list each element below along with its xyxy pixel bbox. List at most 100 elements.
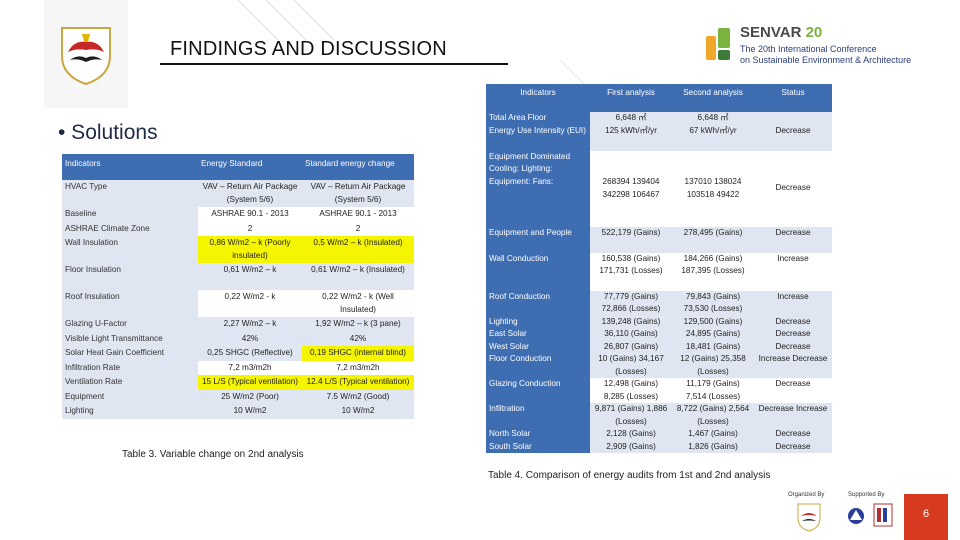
indicator-cell: Total Area Floor <box>486 112 590 125</box>
page-title: FINDINGS AND DISCUSSION <box>170 38 447 60</box>
first-cell: 9,871 (Gains) 1,886 (Losses) <box>590 403 672 428</box>
change-cell: 2 <box>355 223 361 233</box>
indicator-cell: Lighting <box>62 404 198 419</box>
second-cell: 1,826 (Gains) <box>672 440 754 453</box>
standard-cell: 0,22 W/m2 - k <box>224 292 276 301</box>
status-cell: Decrease <box>754 440 832 453</box>
table-row: Roof Insulation 0,22 W/m2 - k 0,22 W/m2 … <box>62 290 414 317</box>
indicator-cell: Baseline <box>62 207 198 222</box>
second-cell: 184,266 (Gains) 187,395 (Losses) <box>681 253 745 276</box>
table-row: Wall Conduction 160,538 (Gains) 171,731 … <box>486 252 832 291</box>
second-cell: 278,495 (Gains) <box>672 226 754 253</box>
indicator-cell: Solar Heat Gain Coefficient <box>62 346 198 361</box>
table-row: East Solar 36,110 (Gains) 24,895 (Gains)… <box>486 328 832 341</box>
senvar-brand: SENVAR 20 <box>740 24 822 41</box>
second-cell: 24,895 (Gains) <box>672 328 754 341</box>
table-row: West Solar 26,807 (Gains) 18,481 (Gains)… <box>486 340 832 353</box>
indicator-cell: Infiltration <box>486 403 590 428</box>
table-row: Infiltration Rate 7,2 m3/m2h 7,2 m3/m2h <box>62 360 414 375</box>
indicator-cell: ASHRAE Climate Zone <box>62 221 198 236</box>
second-cell: 11,179 (Gains) 7,514 (Losses) <box>685 379 741 401</box>
second-cell: 8,722 (Gains) 2,564 (Losses) <box>672 403 754 428</box>
change-cell: ASHRAE 90.1 - 2013 <box>319 209 397 218</box>
first-cell: 10 (Gains) 34,167 (Losses) <box>590 353 672 378</box>
table-row: Wall Insulation 0,86 W/m2 – k (Poorly in… <box>62 236 414 263</box>
standard-cell: 7,2 m3/m2h <box>228 362 272 372</box>
table-row: Floor Insulation 0,61 W/m2 – k 0,61 W/m2… <box>62 263 414 290</box>
change-cell: 12.4 L/S (Typical ventilation) <box>302 375 414 390</box>
status-cell: Decrease <box>754 226 832 253</box>
change-cell: 0,22 W/m2 - k (Well Insulated) <box>322 292 394 314</box>
indicator-cell: Equipment <box>62 389 198 404</box>
table-row: ASHRAE Climate Zone 2 2 <box>62 221 414 236</box>
table-row: Lighting 10 W/m2 10 W/m2 <box>62 404 414 419</box>
table-row: Equipment 25 W/m2 (Poor) 7.5 W/m2 (Good) <box>62 389 414 404</box>
indicator-cell: Floor Insulation <box>62 263 198 290</box>
table4-caption: Table 4. Comparison of energy audits fro… <box>488 470 771 481</box>
indicator-cell: Equipment Dominated Cooling: Lighting: E… <box>486 150 590 227</box>
organized-by-label: Organized By <box>788 492 825 498</box>
table-row: Solar Heat Gain Coefficient 0,25 SHGC (R… <box>62 346 414 361</box>
standard-cell: ASHRAE 90.1 - 2013 <box>211 209 289 218</box>
page-number: 6 <box>904 494 948 540</box>
indicator-cell: Roof Insulation <box>62 290 198 317</box>
standard-cell: 42% <box>198 331 302 346</box>
table-header-row: Indicators First analysis Second analysi… <box>486 84 832 112</box>
senvar-logo: SENVAR 20 The 20th International Confere… <box>704 22 934 70</box>
senvar-mark-icon <box>706 28 730 60</box>
standard-cell: 15 L/S (Typical ventilation) <box>198 375 302 390</box>
table-row: Equipment and People 522,179 (Gains) 278… <box>486 226 832 253</box>
indicator-cell: Energy Use Intensity (EUI) <box>486 124 590 151</box>
senvar-brand-prefix: SENVAR <box>740 24 802 41</box>
standard-cell: 25 W/m2 (Poor) <box>198 389 302 404</box>
standard-cell: 2 <box>247 223 253 233</box>
supporter-logo-2-icon <box>873 503 893 527</box>
status-cell: Decrease <box>775 379 811 388</box>
table-row: Roof Conduction 77,779 (Gains) 72,866 (L… <box>486 290 832 316</box>
table-header-cell: First analysis <box>590 84 672 112</box>
table-header-cell: Second analysis <box>672 84 754 112</box>
standard-cell: 0,86 W/m2 – k (Poorly insulated) <box>198 236 302 263</box>
status-cell: Increase Decrease <box>754 353 832 378</box>
table-header-cell: Standard energy change <box>302 154 414 180</box>
first-cell: 2,128 (Gains) <box>590 428 672 441</box>
university-logo <box>44 0 128 108</box>
table-header-cell: Status <box>754 84 832 112</box>
status-cell: Decrease <box>754 328 832 341</box>
status-cell: Decrease <box>754 340 832 353</box>
indicator-cell: Glazing Conduction <box>486 378 590 403</box>
first-cell: 6,648 ㎡ <box>590 112 672 125</box>
indicator-cell: Ventilation Rate <box>62 375 198 390</box>
change-cell: 7,2 m3/m2h <box>336 362 380 372</box>
table-header-row: Indicators Energy Standard Standard ener… <box>62 154 414 180</box>
supporter-logo-icon <box>848 508 864 524</box>
standard-cell: 0,25 SHGC (Reflective) <box>198 346 302 361</box>
senvar-subtitle: The 20th International Conference on Sus… <box>740 44 911 66</box>
table-row: Baseline ASHRAE 90.1 - 2013 ASHRAE 90.1 … <box>62 207 414 222</box>
senvar-brand-number: 20 <box>805 24 823 41</box>
standard-cell: 2,27 W/m2 – k <box>198 317 302 332</box>
indicator-cell: Glazing U-Factor <box>62 317 198 332</box>
standard-cell: 0,61 W/m2 – k <box>198 263 302 290</box>
table-row: Ventilation Rate 15 L/S (Typical ventila… <box>62 375 414 390</box>
change-cell: 1,92 W/m2 – k (3 pane) <box>302 317 414 332</box>
variable-change-table: Indicators Energy Standard Standard ener… <box>62 154 414 419</box>
status-cell: Decrease <box>754 315 832 328</box>
second-cell: 18,481 (Gains) <box>672 340 754 353</box>
status-cell: Decrease Increase <box>754 403 832 428</box>
table-row: North Solar 2,128 (Gains) 1,467 (Gains) … <box>486 428 832 441</box>
first-cell: 268394 139404 342298 106467 <box>602 177 660 199</box>
indicator-cell: East Solar <box>486 328 590 341</box>
table-row: HVAC Type VAV – Return Air Package (Syst… <box>62 180 414 207</box>
indicator-cell: Wall Conduction <box>486 252 590 291</box>
second-cell: 12 (Gains) 25,358 (Losses) <box>672 353 754 378</box>
first-cell: 36,110 (Gains) <box>590 328 672 341</box>
status-cell <box>754 112 832 125</box>
table-row: Glazing U-Factor 2,27 W/m2 – k 1,92 W/m2… <box>62 317 414 332</box>
indicator-cell: South Solar <box>486 440 590 453</box>
second-cell: 6,648 ㎡ <box>672 112 754 125</box>
table-row: Visible Light Transmittance 42% 42% <box>62 331 414 346</box>
senvar-line2: on Sustainable Environment & Architectur… <box>740 55 912 65</box>
table-row: Total Area Floor 6,648 ㎡ 6,648 ㎡ <box>486 112 832 125</box>
table-row: Lighting 139,248 (Gains) 129,500 (Gains)… <box>486 315 832 328</box>
